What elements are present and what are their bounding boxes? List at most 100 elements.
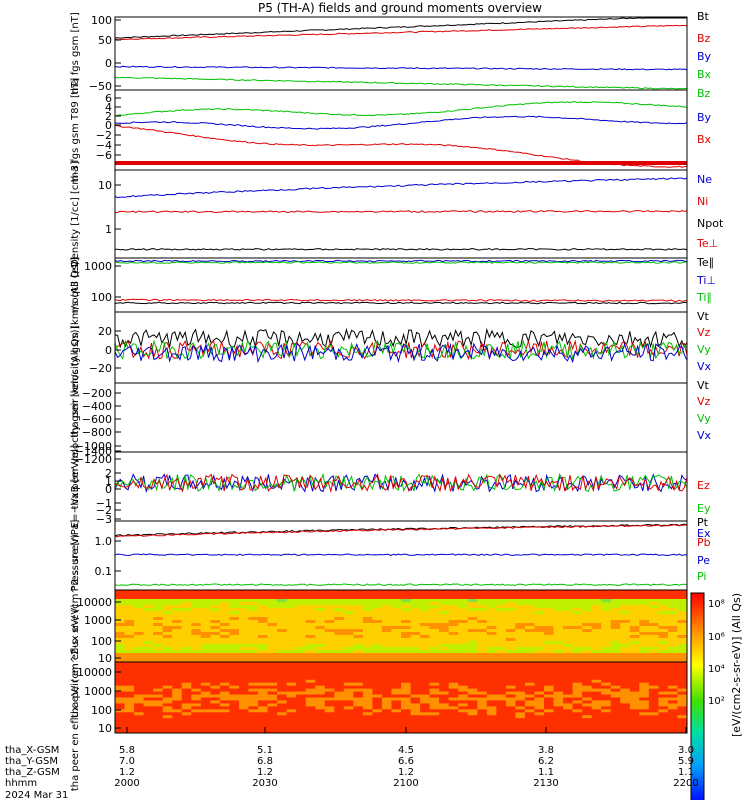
heatmap-cell: [134, 602, 145, 606]
heatmap-cell: [515, 599, 526, 603]
heatmap-cell: [162, 730, 173, 734]
ytick-label: 1: [105, 223, 112, 236]
heatmap-cell: [229, 641, 240, 645]
heatmap-cell: [296, 685, 307, 690]
heatmap-cell: [267, 712, 278, 716]
heatmap-cell: [296, 623, 307, 627]
series-line-Te⊥: [114, 298, 688, 302]
heatmap-cell: [124, 673, 135, 678]
heatmap-cell: [181, 662, 192, 666]
heatmap-cell: [391, 718, 402, 722]
heatmap-cell: [172, 623, 183, 627]
heatmap-cell: [315, 650, 326, 654]
heatmap-cell: [172, 617, 183, 621]
heatmap-cell: [620, 605, 631, 609]
heatmap-cell: [181, 688, 192, 693]
heatmap-cell: [258, 596, 269, 600]
heatmap-cell: [267, 667, 278, 672]
heatmap-cell: [639, 718, 650, 722]
heatmap-cell: [124, 718, 135, 722]
heatmap-cell: [296, 730, 307, 734]
heatmap-cell: [534, 715, 545, 719]
heatmap-cell: [315, 697, 326, 701]
heatmap-cell: [143, 626, 154, 630]
heatmap-cell: [248, 617, 259, 621]
heatmap-cell: [448, 673, 459, 678]
heatmap-cell: [210, 703, 221, 707]
heatmap-cell: [334, 664, 345, 669]
heatmap-cell: [429, 659, 440, 663]
heatmap-cell: [496, 709, 507, 713]
heatmap-cell: [143, 694, 154, 698]
heatmap-cell: [172, 599, 183, 603]
heatmap-cell: [181, 611, 192, 615]
heatmap-cell: [524, 614, 535, 618]
heatmap-cell: [610, 715, 621, 719]
heatmap-cell: [610, 703, 621, 707]
heatmap-cell: [629, 691, 640, 696]
heatmap-cell: [448, 644, 459, 648]
heatmap-cell: [115, 590, 126, 594]
heatmap-cell: [572, 724, 583, 728]
heatmap-cell: [677, 620, 688, 624]
ylabel: Density [1/cc] [cm-3]: [70, 161, 81, 267]
heatmap-cell: [401, 650, 412, 654]
heatmap-cell: [210, 638, 221, 642]
heatmap-cell: [420, 667, 431, 672]
heatmap-cell: [286, 596, 297, 600]
heatmap-cell: [629, 682, 640, 687]
heatmap-cell: [420, 638, 431, 642]
heatmap-cell: [648, 694, 659, 698]
series-line-Vx: [114, 342, 688, 364]
heatmap-cell: [610, 638, 621, 642]
heatmap-cell: [534, 629, 545, 633]
heatmap-cell: [639, 670, 650, 675]
heatmap-cell: [648, 673, 659, 678]
heatmap-cell: [258, 685, 269, 690]
heatmap-cell: [648, 647, 659, 651]
heatmap-cell: [524, 685, 535, 690]
heatmap-cell: [162, 682, 173, 687]
heatmap-cell: [572, 662, 583, 666]
heatmap-cell: [162, 724, 173, 728]
heatmap-cell: [448, 650, 459, 654]
heatmap-cell: [667, 653, 678, 657]
heatmap-cell: [343, 614, 354, 618]
heatmap-cell: [286, 614, 297, 618]
heatmap-cell: [486, 599, 497, 603]
heatmap-cell: [391, 644, 402, 648]
heatmap-cell: [286, 730, 297, 734]
heatmap-cell: [362, 682, 373, 687]
heatmap-cell: [296, 656, 307, 660]
heatmap-cell: [439, 647, 450, 651]
heatmap-cell: [219, 730, 230, 734]
heatmap-cell: [277, 730, 288, 734]
heatmap-cell: [458, 629, 469, 633]
heatmap-cell: [315, 599, 326, 603]
heatmap-cell: [524, 673, 535, 678]
heatmap-cell: [153, 650, 164, 654]
heatmap-cell: [153, 667, 164, 672]
heatmap-cell: [381, 691, 392, 696]
heatmap-cell: [334, 685, 345, 690]
heatmap-cell: [200, 712, 211, 716]
heatmap-cell: [448, 608, 459, 612]
legend-Te∥: Te∥: [696, 256, 714, 269]
heatmap-cell: [343, 656, 354, 660]
heatmap-cell: [391, 673, 402, 678]
heatmap-cell: [143, 593, 154, 597]
heatmap-cell: [448, 647, 459, 651]
heatmap-cell: [172, 682, 183, 687]
heatmap-cell: [553, 635, 564, 639]
heatmap-cell: [648, 667, 659, 672]
heatmap-cell: [267, 715, 278, 719]
heatmap-cell: [429, 688, 440, 693]
heatmap-cell: [267, 709, 278, 713]
heatmap-cell: [639, 706, 650, 710]
heatmap-cell: [143, 638, 154, 642]
heatmap-cell: [153, 691, 164, 696]
heatmap-cell: [248, 700, 259, 704]
heatmap-cell: [420, 596, 431, 600]
heatmap-cell: [658, 617, 669, 621]
heatmap-cell: [324, 608, 335, 612]
